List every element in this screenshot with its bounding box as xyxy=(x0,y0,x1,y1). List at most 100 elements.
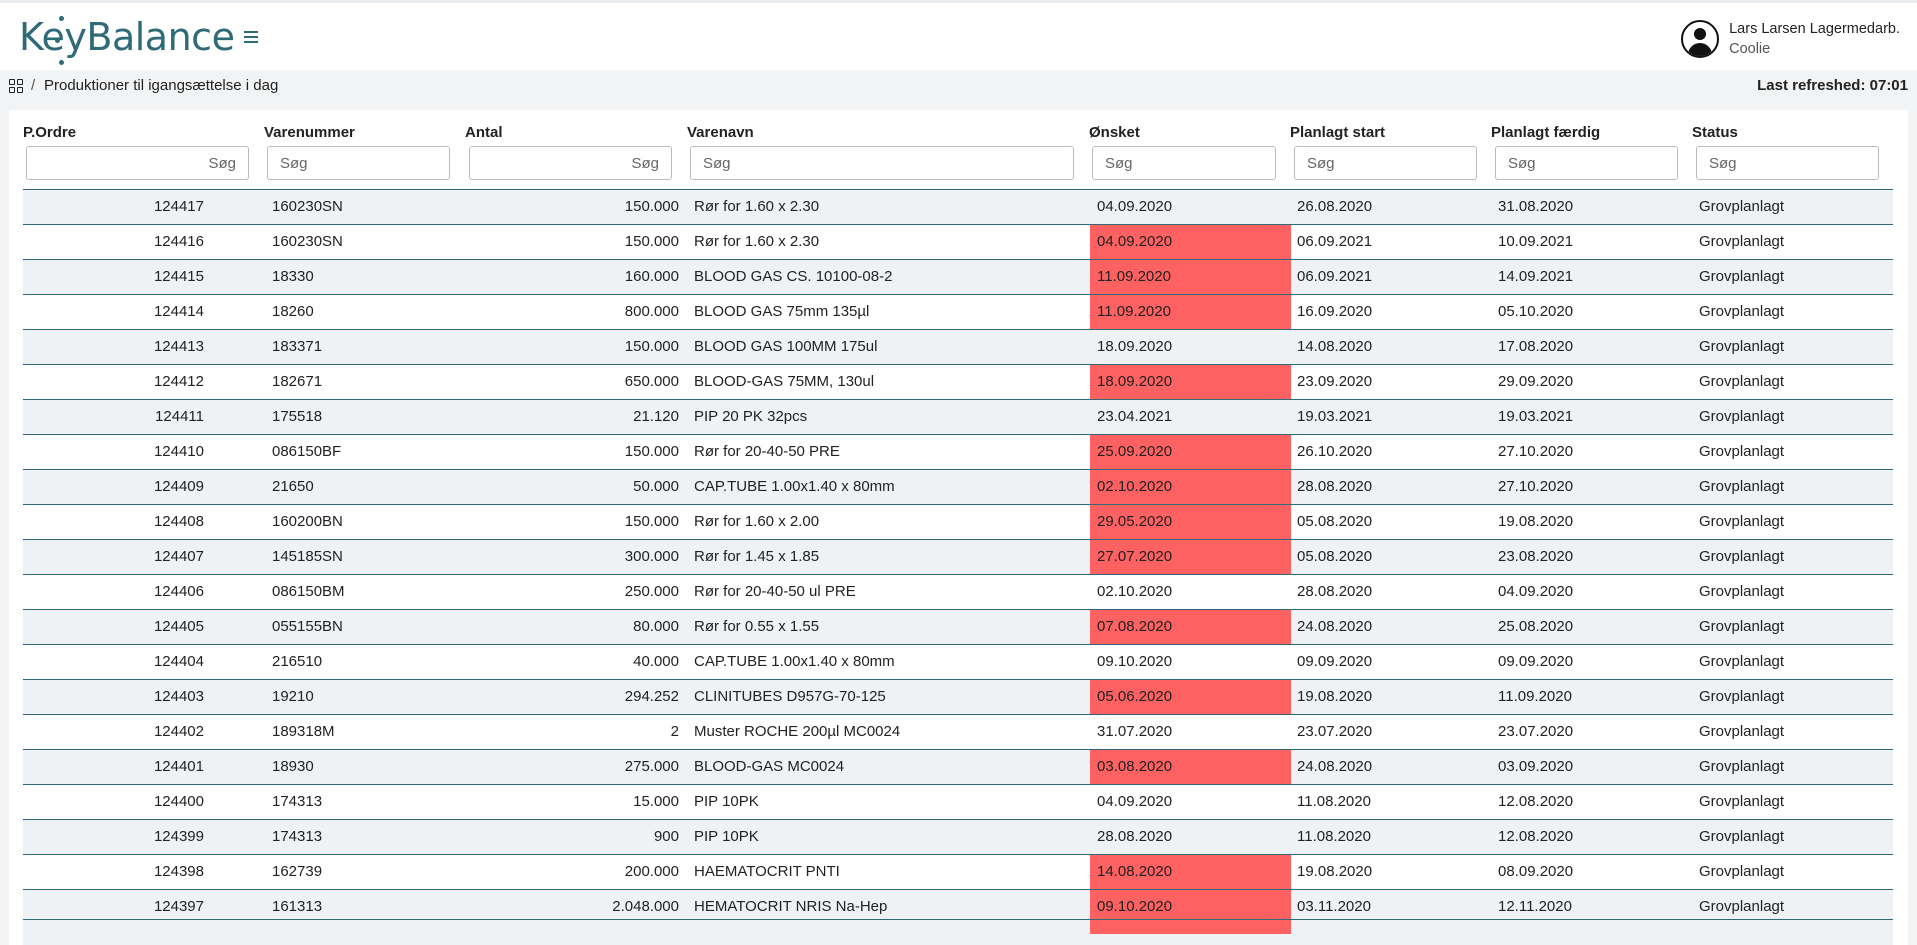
column-header-status[interactable]: Status xyxy=(1692,124,1738,141)
app-logo[interactable]: KeyBalance xyxy=(19,9,235,65)
cell-planlagt-start: 23.07.2020 xyxy=(1297,723,1373,740)
cell-status: Grovplanlagt xyxy=(1699,478,1785,495)
cell-pordre: 124415 xyxy=(153,268,204,285)
search-input-varenavn[interactable] xyxy=(690,146,1074,180)
table-row[interactable]: 124407 145185SN 300.000 Rør for 1.45 x 1.85… xyxy=(23,539,1893,574)
cell-antal: 275.000 xyxy=(624,758,679,775)
table-row[interactable]: 124398 162739 200.000 HAEMATOCRIT PNTI 14.08… xyxy=(23,854,1893,889)
cell-varenavn: PIP 10PK xyxy=(694,828,759,845)
cell-pordre: 124403 xyxy=(153,688,204,705)
table-row[interactable]: 124417 160230SN 150.000 Rør for 1.60 x 2.30… xyxy=(23,189,1893,224)
table-row[interactable]: 124405 055155BN 80.000 Rør for 0.55 x 1.55 0… xyxy=(23,609,1893,644)
cell-pordre: 124407 xyxy=(153,548,204,565)
table-row[interactable]: 124412 182671 650.000 BLOOD-GAS 75MM, 130ul… xyxy=(23,364,1893,399)
search-input-pordre[interactable] xyxy=(26,146,249,180)
cell-planlagt-start: 24.08.2020 xyxy=(1297,758,1373,775)
cell-planlagt-start: 11.08.2020 xyxy=(1297,793,1371,810)
cell-planlagt-faerdig: 12.11.2020 xyxy=(1498,898,1572,915)
column-header-onsket[interactable]: Ønsket xyxy=(1089,124,1140,141)
search-input-status[interactable] xyxy=(1696,146,1879,180)
cell-pordre: 124406 xyxy=(153,583,204,600)
cell-onsket: 05.06.2020 xyxy=(1090,680,1291,714)
cell-varenavn: Muster ROCHE 200µl MC0024 xyxy=(694,723,901,740)
cell-planlagt-faerdig: 19.03.2021 xyxy=(1498,408,1574,425)
table-row[interactable]: 124410 086150BF 150.000 Rør for 20-40-50 PR… xyxy=(23,434,1893,469)
column-header-planlagt-faerdig[interactable]: Planlagt færdig xyxy=(1491,124,1601,141)
column-header-varenummer[interactable]: Varenummer xyxy=(264,124,355,141)
cell-antal: 650.000 xyxy=(624,373,679,390)
top-header: KeyBalance Lars Larsen Lagermedarb. Cool… xyxy=(0,0,1917,70)
cell-varenavn: CLINITUBES D957G-70-125 xyxy=(694,688,886,705)
table-row[interactable]: 124399 174313 900 PIP 10PK 28.08.2020 11.08.2… xyxy=(23,819,1893,854)
cell-onsket: 03.08.2020 xyxy=(1090,750,1291,784)
cell-varenavn: BLOOD GAS 100MM 175ul xyxy=(694,338,878,355)
cell-onsket: 25.09.2020 xyxy=(1090,435,1291,469)
cell-antal: 800.000 xyxy=(624,303,679,320)
table-row[interactable]: 124406 086150BM 250.000 Rør for 20-40-50 ul… xyxy=(23,574,1893,609)
user-menu[interactable]: Lars Larsen Lagermedarb. Coolie xyxy=(1681,17,1900,61)
cell-planlagt-start: 06.09.2021 xyxy=(1297,233,1373,250)
table-row[interactable]: 124403 19210 294.252 CLINITUBES D957G-70-12… xyxy=(23,679,1893,714)
table-row[interactable]: 124408 160200BN 150.000 Rør for 1.60 x 2.00… xyxy=(23,504,1893,539)
column-header-planlagt-start[interactable]: Planlagt start xyxy=(1290,124,1386,141)
table-row[interactable]: 124400 174313 15.000 PIP 10PK 04.09.2020 11.0… xyxy=(23,784,1893,819)
cell-planlagt-faerdig: 10.09.2021 xyxy=(1498,233,1574,250)
search-input-planlagt-faerdig[interactable] xyxy=(1495,146,1678,180)
cell-pordre: 124404 xyxy=(153,653,204,670)
cell-pordre: 124414 xyxy=(153,303,204,320)
cell-varenummer: 175518 xyxy=(272,408,323,425)
cell-varenummer: 18330 xyxy=(272,268,314,285)
cell-onsket: 09.10.2020 xyxy=(1090,890,1291,924)
cell-planlagt-start: 05.08.2020 xyxy=(1297,548,1373,565)
cell-antal: 150.000 xyxy=(624,233,679,250)
table-row[interactable]: 124401 18930 275.000 BLOOD-GAS MC0024 03.08.… xyxy=(23,749,1893,784)
cell-varenummer: 18260 xyxy=(272,303,314,320)
breadcrumb-separator: / xyxy=(31,77,36,94)
cell-status: Grovplanlagt xyxy=(1699,828,1785,845)
table-row[interactable]: 124402 189318M 2 Muster ROCHE 200µl MC0024 3… xyxy=(23,714,1893,749)
cell-status: Grovplanlagt xyxy=(1699,408,1785,425)
table-row[interactable]: 124414 18260 800.000 BLOOD GAS 75mm 135µl 11… xyxy=(23,294,1893,329)
cell-status: Grovplanlagt xyxy=(1699,443,1785,460)
cell-varenavn: BLOOD-GAS MC0024 xyxy=(694,758,845,775)
cell-varenavn: BLOOD GAS CS. 10100-08-2 xyxy=(694,268,893,285)
cell-pordre: 124398 xyxy=(153,863,204,880)
search-input-planlagt-start[interactable] xyxy=(1294,146,1477,180)
table-row[interactable]: 124397 161313 2.048.000 HEMATOCRIT NRIS Na-… xyxy=(23,889,1893,924)
column-header-antal[interactable]: Antal xyxy=(465,124,503,141)
column-header-varenavn[interactable]: Varenavn xyxy=(687,124,754,141)
cell-onsket: 02.10.2020 xyxy=(1097,583,1173,600)
search-input-onsket[interactable] xyxy=(1092,146,1276,180)
table-row[interactable]: 124404 216510 40.000 CAP.TUBE 1.00x1.40 x 8… xyxy=(23,644,1893,679)
cell-planlagt-faerdig: 12.08.2020 xyxy=(1498,793,1574,810)
cell-pordre: 124399 xyxy=(153,828,204,845)
cell-varenummer: 160230SN xyxy=(272,198,343,215)
search-input-varenummer[interactable] xyxy=(267,146,450,180)
table-row[interactable]: 124413 183371 150.000 BLOOD GAS 100MM 175ul… xyxy=(23,329,1893,364)
table-row[interactable]: 124416 160230SN 150.000 Rør for 1.60 x 2.30… xyxy=(23,224,1893,259)
table-row[interactable]: 124415 18330 160.000 BLOOD GAS CS. 10100-08… xyxy=(23,259,1893,294)
cell-pordre: 124416 xyxy=(153,233,204,250)
cell-planlagt-faerdig: 27.10.2020 xyxy=(1498,478,1574,495)
table-row[interactable]: 124411 175518 21.120 PIP 20 PK 32pcs 23.04.2… xyxy=(23,399,1893,434)
grid-icon[interactable] xyxy=(9,79,23,93)
cell-planlagt-start: 26.10.2020 xyxy=(1297,443,1373,460)
cell-varenavn: CAP.TUBE 1.00x1.40 x 80mm xyxy=(694,478,895,495)
search-input-antal[interactable] xyxy=(469,146,672,180)
cell-antal: 15.000 xyxy=(633,793,679,810)
cell-planlagt-faerdig: 23.07.2020 xyxy=(1498,723,1574,740)
cell-status: Grovplanlagt xyxy=(1699,373,1785,390)
cell-status: Grovplanlagt xyxy=(1699,548,1785,565)
cell-planlagt-faerdig: 11.09.2020 xyxy=(1498,688,1572,705)
cell-onsket: 04.09.2020 xyxy=(1097,793,1173,810)
cell-antal: 2.048.000 xyxy=(612,898,679,915)
cell-antal: 150.000 xyxy=(624,443,679,460)
cell-pordre: 124401 xyxy=(153,758,204,775)
cell-varenavn: Rør for 0.55 x 1.55 xyxy=(694,618,820,635)
cell-planlagt-start: 16.09.2020 xyxy=(1297,303,1373,320)
column-header-pordre[interactable]: P.Ordre xyxy=(23,124,77,141)
cell-status: Grovplanlagt xyxy=(1699,618,1785,635)
cell-planlagt-start: 05.08.2020 xyxy=(1297,513,1373,530)
table-row[interactable]: 124409 21650 50.000 CAP.TUBE 1.00x1.40 x 80… xyxy=(23,469,1893,504)
hamburger-icon[interactable] xyxy=(240,27,262,47)
